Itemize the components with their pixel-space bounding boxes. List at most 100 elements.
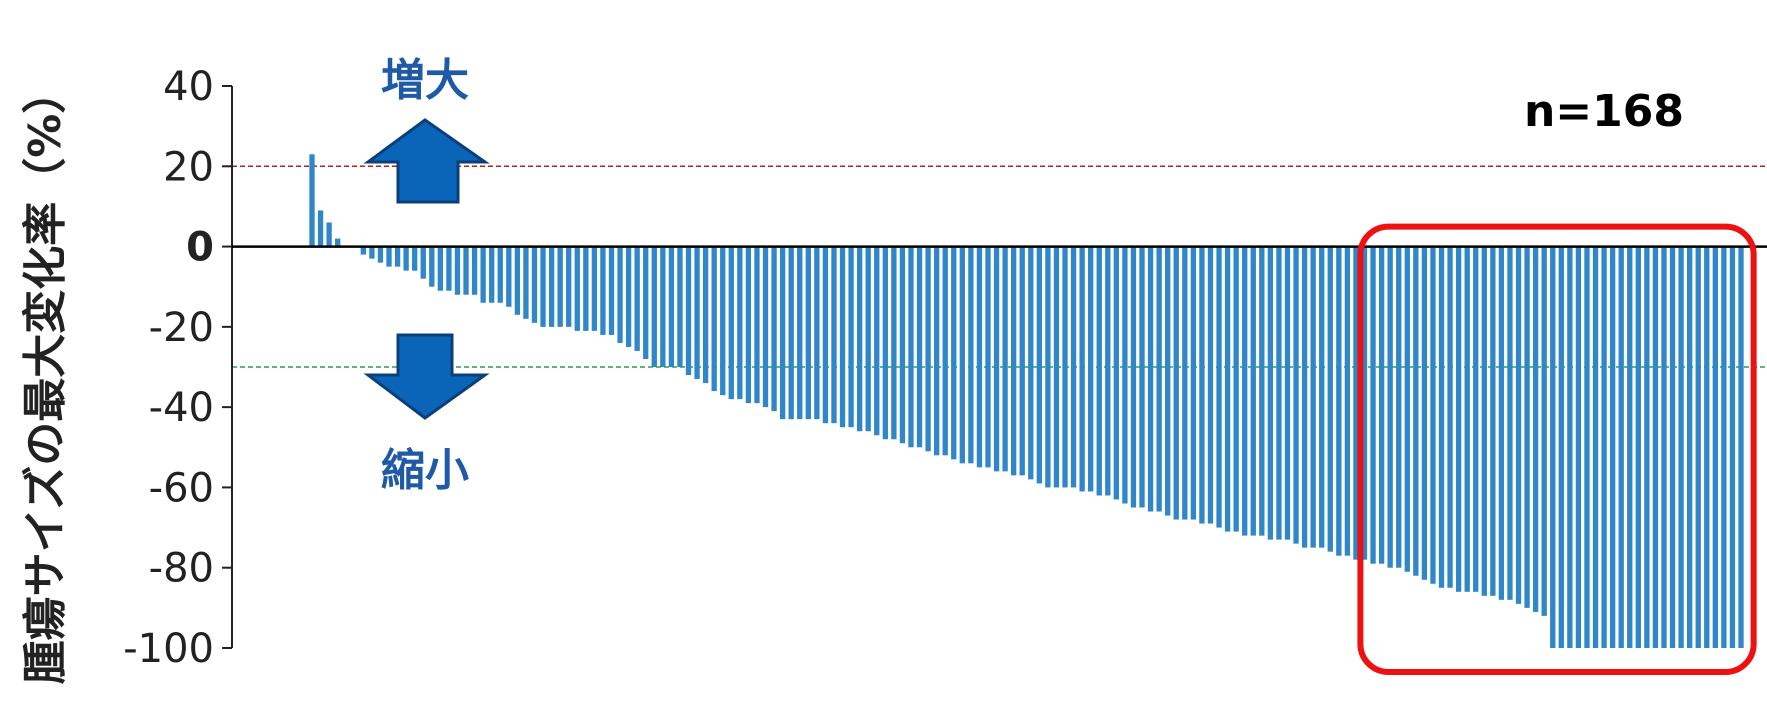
bar [1353, 246, 1359, 560]
y-axis-ticks: 40 20 0 -20 -40 -60 -80 -100 [123, 64, 232, 672]
bar [685, 246, 692, 376]
bar [1515, 246, 1522, 604]
bar [1267, 246, 1274, 540]
bar [1011, 246, 1017, 476]
bar [429, 246, 435, 287]
bar [446, 246, 452, 291]
bar [1601, 246, 1607, 648]
bar [608, 246, 615, 335]
bar [583, 246, 589, 331]
bar [651, 246, 657, 367]
bar [1130, 246, 1137, 508]
bar [1370, 246, 1376, 564]
bar [908, 246, 914, 448]
bar [891, 246, 897, 440]
bar [1584, 246, 1590, 648]
bar [848, 246, 854, 428]
bar [514, 246, 521, 315]
bar [480, 246, 486, 303]
bar [523, 246, 529, 319]
bar [1438, 246, 1445, 588]
bar [1618, 246, 1624, 648]
bar [1541, 246, 1547, 616]
bar [762, 246, 769, 408]
bar [1473, 246, 1479, 592]
bar [617, 246, 623, 343]
bar [1113, 246, 1119, 500]
bar [591, 246, 598, 331]
bar [1396, 246, 1402, 568]
y-tick-label: -60 [149, 465, 214, 511]
bar [634, 246, 640, 351]
bar [720, 246, 726, 396]
bar [660, 246, 666, 367]
bar [1190, 246, 1197, 520]
bar [1729, 246, 1736, 648]
bar [1644, 246, 1650, 648]
bar [1156, 246, 1162, 512]
bar [839, 246, 846, 428]
bar [1284, 246, 1291, 540]
bar [377, 246, 384, 263]
bar [1327, 246, 1333, 552]
bar [1079, 246, 1085, 492]
bar [1182, 246, 1188, 520]
bar [317, 210, 324, 247]
bars-group [309, 154, 1744, 648]
bar [1661, 246, 1667, 648]
bar [1481, 246, 1487, 596]
bar [1070, 246, 1077, 488]
increase-label: 増大 [381, 55, 469, 106]
highlight-box [1357, 223, 1757, 675]
sample-size-label: n=168 [1524, 86, 1684, 137]
bar [369, 246, 375, 259]
bar [625, 246, 632, 347]
bar [677, 246, 683, 367]
bar [1207, 246, 1214, 524]
y-axis-label: 腫瘍サイズの最大変化率（%） [20, 70, 71, 685]
bar [771, 246, 777, 412]
bar [805, 246, 811, 420]
bar [1498, 246, 1505, 600]
bar [1490, 246, 1496, 596]
bar [1669, 246, 1676, 648]
bar [1678, 246, 1684, 648]
y-tick-label: -20 [149, 305, 214, 351]
bar [463, 246, 469, 295]
up-arrow-icon [363, 118, 490, 204]
bar [1224, 246, 1231, 532]
bar [326, 222, 332, 247]
bar [865, 246, 871, 432]
decrease-arrow: 縮小 [363, 333, 490, 496]
bar [1609, 246, 1616, 648]
bar [1687, 246, 1693, 648]
bar [1592, 246, 1599, 648]
bar [412, 246, 418, 271]
bar [1293, 246, 1299, 544]
bar [1036, 246, 1042, 484]
bar [1276, 246, 1282, 540]
bar [574, 246, 580, 331]
bar [1002, 246, 1008, 472]
bar [1738, 246, 1744, 648]
bar [1507, 246, 1513, 600]
bar [1361, 246, 1368, 560]
bar [737, 246, 743, 400]
bar [1344, 246, 1351, 556]
bar [1430, 246, 1436, 584]
bar [831, 246, 837, 424]
bar [959, 246, 965, 464]
bar [1019, 246, 1025, 476]
y-tick-label: 40 [163, 64, 214, 110]
bar [1199, 246, 1205, 524]
bar [822, 246, 829, 424]
bar [1627, 246, 1633, 648]
bar [728, 246, 734, 400]
bar [779, 246, 786, 420]
y-tick-label: -80 [149, 546, 214, 592]
bar [1242, 246, 1248, 536]
bar [916, 246, 923, 448]
bar [694, 246, 700, 380]
bar [1301, 246, 1308, 548]
bar [557, 246, 563, 327]
